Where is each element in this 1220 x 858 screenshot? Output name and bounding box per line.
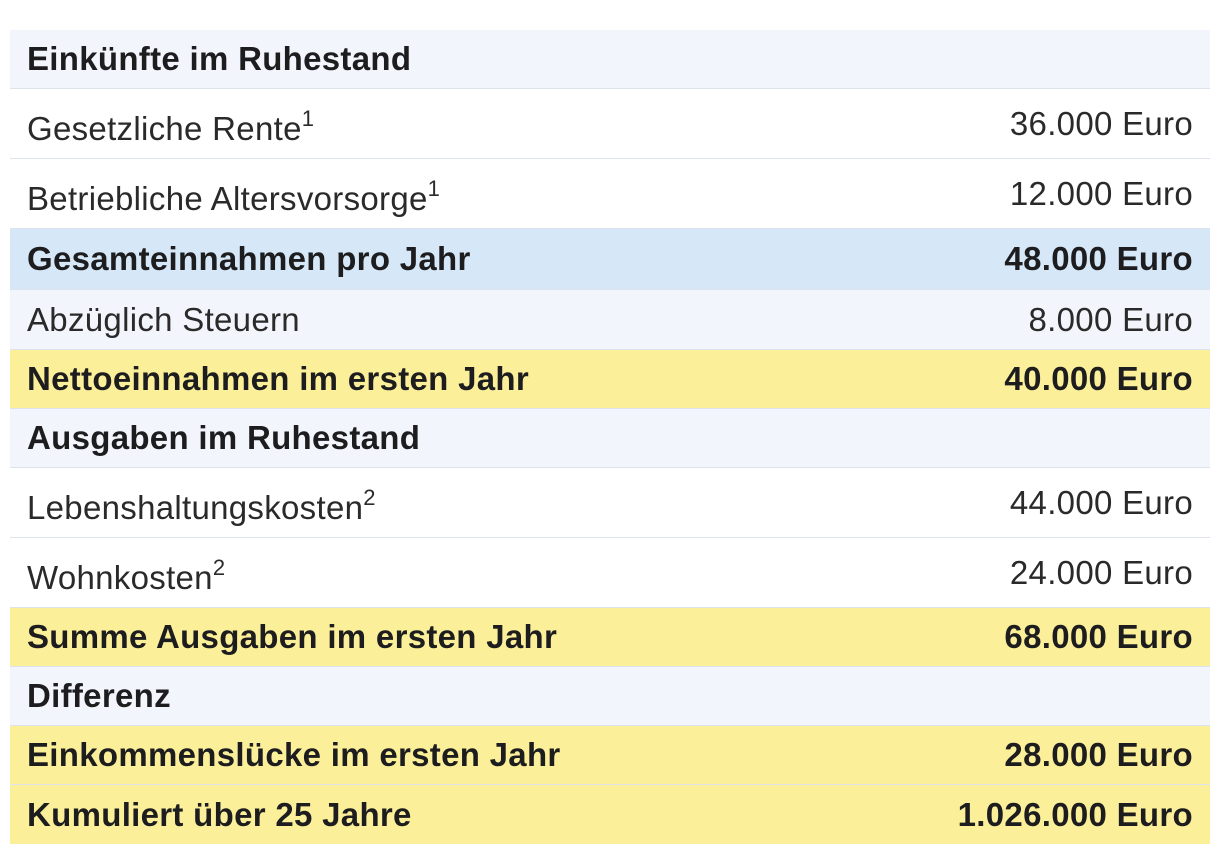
table-row: Betriebliche Altersvorsorge1 12.000 Euro: [10, 159, 1210, 229]
income-heading: Einkünfte im Ruhestand: [27, 40, 412, 77]
tax-value: 8.000 Euro: [1028, 300, 1193, 338]
net-income-label: Nettoeinnahmen im ersten Jahr: [27, 360, 529, 397]
cumulative-label: Kumuliert über 25 Jahre: [27, 795, 412, 833]
cumulative-value: 1.026.000 Euro: [957, 795, 1193, 833]
pension-label: Gesetzliche Rente1: [27, 105, 315, 147]
footnote-marker: 1: [301, 105, 315, 131]
cumulative-row: Kumuliert über 25 Jahre 1.026.000 Euro: [10, 785, 1210, 844]
footnote-marker: 2: [363, 484, 376, 510]
income-total-value: 48.000 Euro: [1004, 240, 1193, 277]
footnote-marker: 1: [427, 175, 441, 201]
income-total-label: Gesamteinnahmen pro Jahr: [27, 240, 471, 277]
table-row: Lebenshaltungskosten2 44.000 Euro: [10, 468, 1210, 538]
living-costs-value: 44.000 Euro: [1009, 483, 1193, 521]
expenses-section-header: Ausgaben im Ruhestand: [10, 409, 1210, 468]
housing-costs-value: 24.000 Euro: [1009, 553, 1193, 591]
expenses-total-label: Summe Ausgaben im ersten Jahr: [27, 618, 558, 655]
tax-label: Abzüglich Steuern: [27, 300, 300, 338]
difference-section-header: Differenz: [10, 667, 1210, 726]
pension-value: 36.000 Euro: [1009, 104, 1193, 142]
expenses-total-value: 68.000 Euro: [1004, 618, 1193, 655]
income-gap-value: 28.000 Euro: [1004, 736, 1193, 773]
income-total-row: Gesamteinnahmen pro Jahr 48.000 Euro: [10, 229, 1210, 290]
expenses-total-row: Summe Ausgaben im ersten Jahr 68.000 Eur…: [10, 608, 1210, 667]
expenses-heading: Ausgaben im Ruhestand: [27, 419, 421, 456]
table-row: Abzüglich Steuern 8.000 Euro: [10, 290, 1210, 350]
living-costs-label: Lebenshaltungskosten2: [27, 484, 376, 526]
footnote-marker: 2: [212, 554, 226, 580]
difference-heading: Differenz: [27, 677, 171, 714]
income-section-header: Einkünfte im Ruhestand: [10, 30, 1210, 89]
net-income-row: Nettoeinnahmen im ersten Jahr 40.000 Eur…: [10, 350, 1210, 409]
table-row: Wohnkosten2 24.000 Euro: [10, 538, 1210, 608]
company-pension-value: 12.000 Euro: [1009, 174, 1193, 212]
income-gap-row: Einkommenslücke im ersten Jahr 28.000 Eu…: [10, 726, 1210, 785]
retirement-table: Einkünfte im Ruhestand Gesetzliche Rente…: [10, 30, 1210, 844]
net-income-value: 40.000 Euro: [1004, 360, 1193, 397]
company-pension-label: Betriebliche Altersvorsorge1: [27, 175, 441, 217]
income-gap-label: Einkommenslücke im ersten Jahr: [27, 736, 561, 773]
housing-costs-label: Wohnkosten2: [27, 554, 226, 596]
table-row: Gesetzliche Rente1 36.000 Euro: [10, 89, 1210, 159]
